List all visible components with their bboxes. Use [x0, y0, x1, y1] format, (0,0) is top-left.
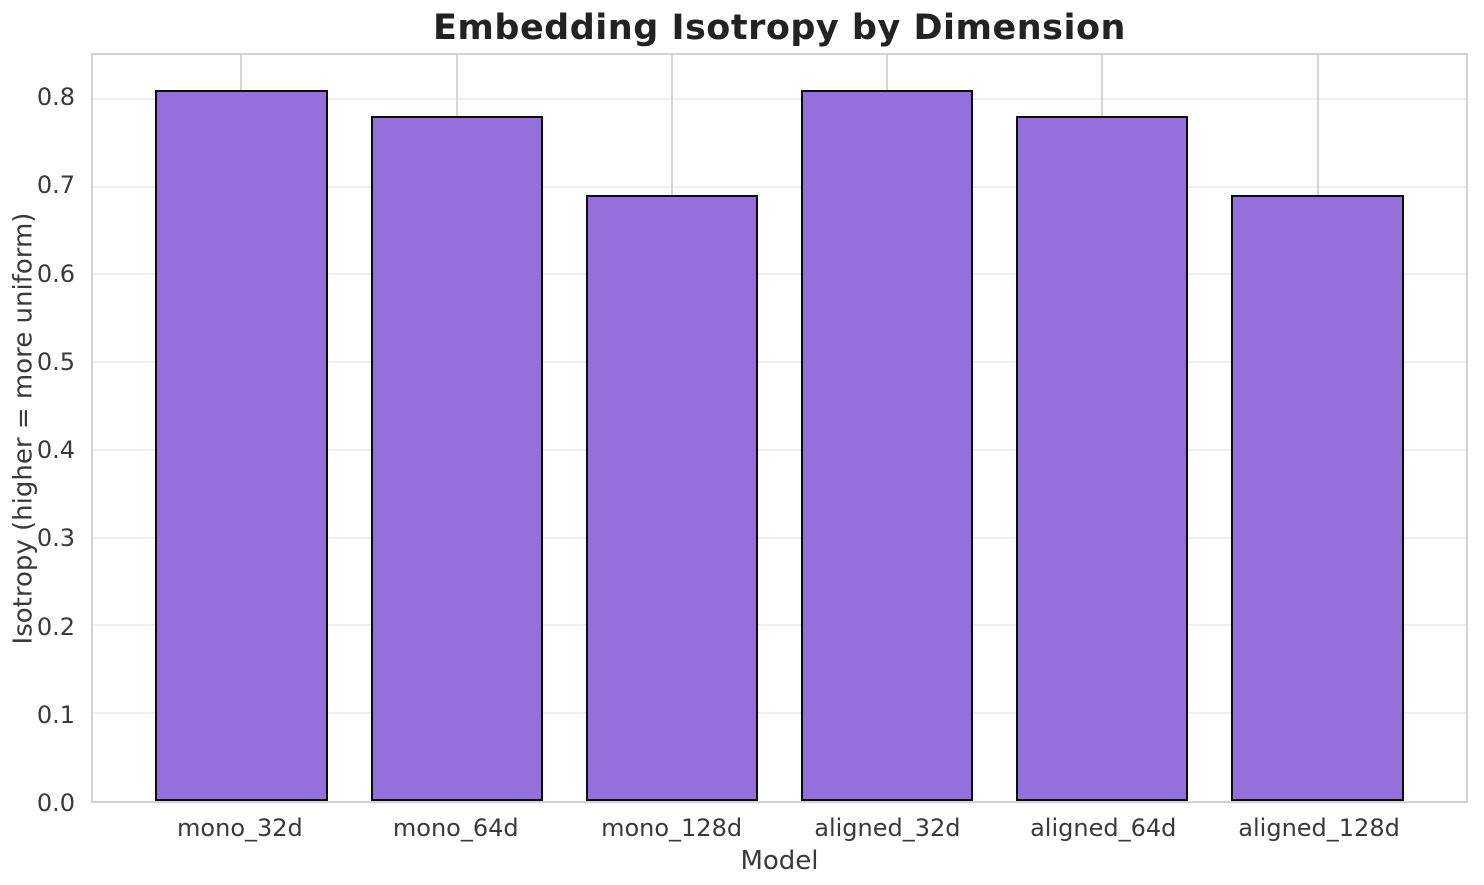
- bar-mono_32d: [155, 90, 328, 801]
- y-tick-label: 0.7: [36, 171, 75, 200]
- horizontal-gridline: [93, 712, 1466, 715]
- y-tick-label: 0.4: [36, 436, 75, 465]
- y-tick-label: 0.6: [36, 259, 75, 288]
- y-tick-label: 0.5: [36, 347, 75, 376]
- x-tick-label: aligned_32d: [814, 814, 961, 842]
- y-tick-label: 0.0: [36, 789, 75, 817]
- y-tick-label: 0.2: [36, 612, 75, 641]
- horizontal-gridline: [93, 185, 1466, 188]
- horizontal-gridline: [93, 273, 1466, 276]
- x-tick-label: mono_128d: [601, 814, 743, 842]
- x-tick-label: aligned_128d: [1238, 814, 1400, 842]
- bar-aligned_64d: [1016, 116, 1189, 801]
- horizontal-gridline: [93, 361, 1466, 364]
- x-axis-label: Model: [740, 846, 819, 876]
- y-tick-label: 0.8: [36, 83, 75, 112]
- x-tick-label: mono_64d: [392, 814, 519, 842]
- bar-mono_64d: [370, 116, 543, 801]
- x-tick-label: aligned_64d: [1030, 814, 1177, 842]
- horizontal-gridline: [93, 624, 1466, 627]
- y-tick-label: 0.1: [36, 700, 75, 729]
- chart-title: Embedding Isotropy by Dimension: [433, 8, 1126, 48]
- bar-aligned_128d: [1231, 195, 1404, 801]
- horizontal-gridline: [93, 448, 1466, 451]
- x-tick-label: mono_32d: [177, 814, 303, 842]
- y-tick-label: 0.3: [36, 524, 75, 553]
- plot-area: [91, 53, 1468, 803]
- horizontal-gridline: [93, 536, 1466, 539]
- horizontal-gridline: [93, 97, 1466, 100]
- bar-mono_128d: [585, 195, 758, 801]
- bar-aligned_32d: [801, 90, 974, 801]
